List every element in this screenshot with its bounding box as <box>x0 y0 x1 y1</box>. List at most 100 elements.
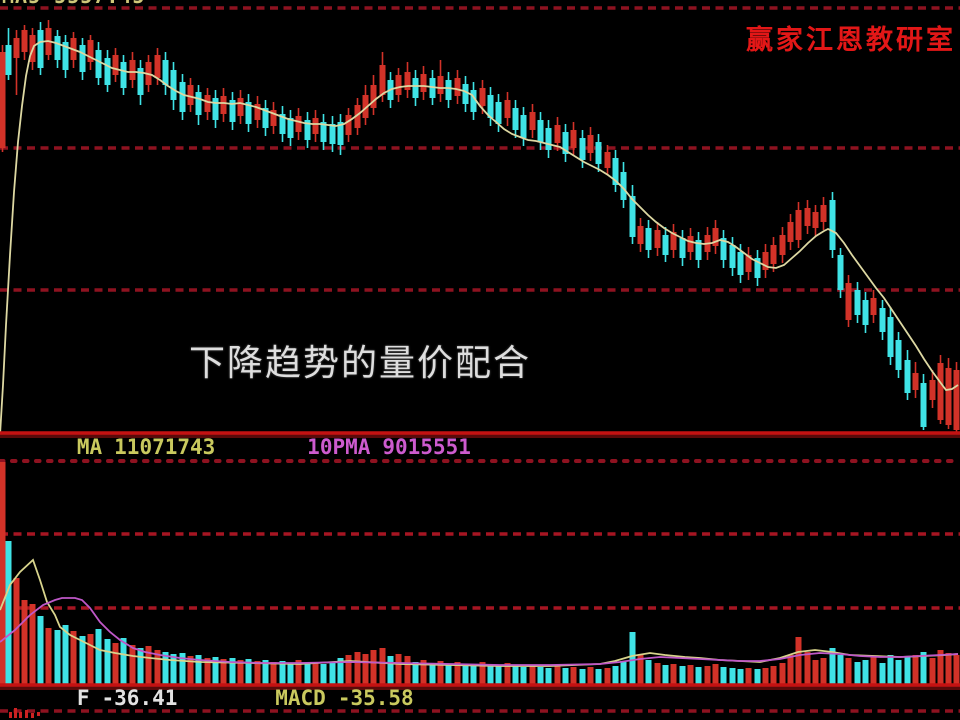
candle-body <box>345 115 352 135</box>
volume-bar <box>920 652 927 684</box>
candle-body <box>504 100 511 118</box>
volume-bar <box>704 666 711 684</box>
candle-body <box>437 76 444 94</box>
volume-bar <box>595 669 602 684</box>
candle-body <box>712 228 719 246</box>
volume-bar <box>262 660 269 684</box>
top-indicator-text: MA5 5557.45 <box>2 0 145 6</box>
volume-bar <box>904 657 911 684</box>
candle-body <box>420 74 427 92</box>
volume-bar <box>770 666 777 684</box>
volume-bar <box>745 668 752 684</box>
volume-bar <box>329 663 336 684</box>
volume-bar <box>379 648 386 684</box>
candle-body <box>404 72 411 90</box>
volume-bar <box>837 655 844 684</box>
volume-bar <box>795 637 802 684</box>
volume-bar <box>95 629 102 684</box>
candle-body <box>137 68 144 95</box>
volume-bar <box>429 663 436 684</box>
volume-bar <box>687 665 694 684</box>
candle-body <box>337 122 344 145</box>
volume-bar <box>520 667 527 684</box>
candle-body <box>304 120 311 140</box>
volume-bar <box>245 659 252 684</box>
candle-body <box>370 85 377 108</box>
volume-bar <box>829 648 836 684</box>
candle-body <box>687 236 694 252</box>
candle-body <box>21 30 28 52</box>
volume-bar <box>620 662 627 684</box>
candle-body <box>112 55 119 75</box>
candle-body <box>462 84 469 104</box>
candle-body <box>279 114 286 134</box>
volume-bar <box>937 650 944 684</box>
candle-body <box>904 360 911 393</box>
candle-body <box>745 255 752 272</box>
volume-ma-label: MA 11071743 <box>76 434 216 459</box>
candle-body <box>920 383 927 427</box>
candle-body <box>787 222 794 242</box>
candle-body <box>470 90 477 112</box>
candle-body <box>487 95 494 118</box>
volume-bar <box>945 653 952 684</box>
candle-body <box>495 102 502 124</box>
volume-bar <box>895 660 902 684</box>
volume-bar <box>270 662 277 684</box>
candle-body <box>129 60 136 80</box>
candle-body <box>829 200 836 250</box>
candle-body <box>354 105 361 128</box>
candle-body <box>862 300 869 325</box>
volume-bar <box>312 662 319 684</box>
candle-body <box>562 132 569 154</box>
candle-body <box>412 78 419 98</box>
candle-body <box>695 240 702 260</box>
candle-body <box>287 118 294 138</box>
candle-body <box>604 152 611 168</box>
candle-body <box>445 80 452 100</box>
volume-bar <box>554 666 561 684</box>
candle-body <box>187 85 194 105</box>
volume-bar <box>787 655 794 684</box>
volume-bar <box>412 662 419 684</box>
volume-bar <box>170 654 177 684</box>
volume-bar <box>337 658 344 684</box>
volume-bar <box>112 643 119 684</box>
volume-bar <box>545 668 552 684</box>
volume-bars <box>0 462 960 684</box>
candle-body <box>295 116 302 132</box>
macd-bar <box>19 712 22 718</box>
candle-body <box>620 172 627 200</box>
volume-bar <box>345 655 352 684</box>
candle-body <box>237 98 244 116</box>
volume-bar <box>629 632 636 684</box>
volume-bar <box>13 578 20 684</box>
volume-bar <box>562 668 569 684</box>
candle-body <box>254 104 261 120</box>
candle-body <box>320 122 327 142</box>
volume-bar <box>929 658 936 684</box>
volume-bar <box>279 661 286 684</box>
candle-body <box>104 58 111 85</box>
volume-bar <box>395 654 402 684</box>
volume-bar <box>179 653 186 684</box>
volume-bar <box>137 648 144 684</box>
candle-body <box>654 230 661 248</box>
volume-bar <box>712 664 719 684</box>
macd-histogram <box>9 708 40 718</box>
pane-dividers <box>0 431 960 690</box>
chart-annotation: 下降趋势的量价配合 <box>189 343 532 383</box>
candle-body <box>870 298 877 315</box>
volume-bar <box>70 631 77 684</box>
candle-body <box>945 368 952 425</box>
volume-bar <box>854 662 861 684</box>
volume-bar <box>437 661 444 684</box>
volume-bar <box>370 650 377 684</box>
candle-body <box>629 196 636 237</box>
candle-body <box>395 75 402 95</box>
candle-body <box>262 108 269 128</box>
volume-bar <box>37 616 44 684</box>
candle-body <box>520 115 527 138</box>
